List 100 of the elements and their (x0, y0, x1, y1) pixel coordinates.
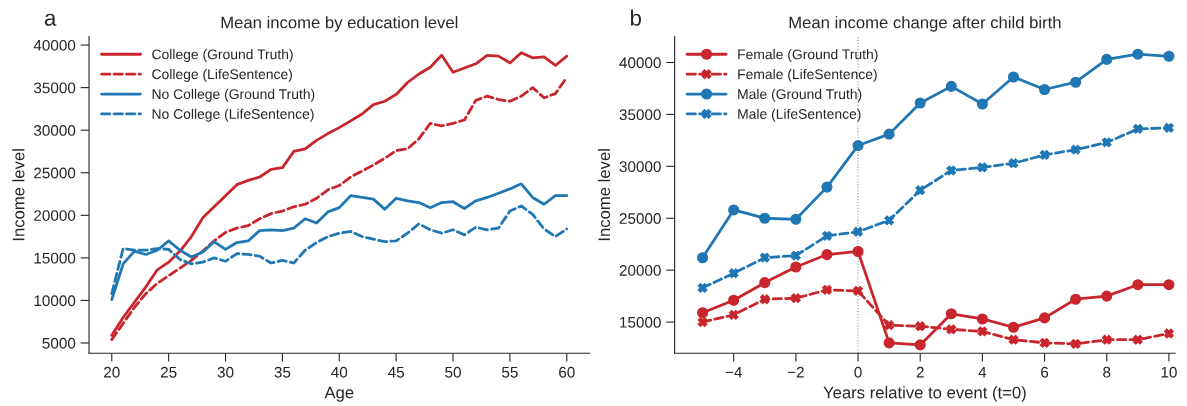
legend-label: College (Ground Truth) (152, 49, 293, 62)
x-tick-label: 30 (217, 366, 234, 378)
x-tick-label: 0 (854, 366, 862, 378)
point (821, 181, 833, 193)
y-tick-label: 35000 (619, 109, 661, 121)
x-tick-label: −4 (725, 366, 742, 378)
point (728, 268, 739, 279)
y-tick-label: 25000 (34, 167, 76, 179)
point (977, 162, 988, 173)
point (914, 339, 926, 351)
x-tick-label: 60 (559, 366, 575, 378)
point (946, 324, 957, 335)
point (821, 249, 833, 261)
x-tick-label: 45 (388, 366, 405, 378)
point (790, 213, 802, 225)
x-tick-label: −2 (787, 366, 804, 378)
x-tick-label: 25 (160, 366, 177, 378)
point (1132, 334, 1143, 345)
x-tick-label: 50 (445, 366, 461, 378)
point (1132, 279, 1144, 291)
y-tick-label: 10000 (34, 295, 76, 307)
point (945, 308, 957, 320)
point (1164, 123, 1174, 133)
x-tick-label: 8 (1103, 366, 1111, 378)
point (697, 307, 709, 319)
point (728, 294, 740, 306)
point (697, 252, 709, 264)
point (697, 317, 708, 327)
point (1132, 124, 1143, 134)
point (1039, 150, 1050, 160)
point (791, 250, 801, 261)
point (1070, 144, 1081, 155)
point (915, 185, 926, 196)
point (1132, 48, 1144, 60)
point (883, 337, 895, 349)
x-tick-label: 55 (502, 366, 518, 378)
point (822, 231, 832, 241)
point (976, 313, 988, 325)
point (822, 285, 832, 295)
legend-label: Male (LifeSentence) (738, 108, 861, 122)
point (1008, 334, 1019, 345)
y-tick-label: 15000 (620, 316, 661, 328)
point (697, 282, 708, 293)
x-tick-label: 6 (1041, 366, 1049, 378)
point (884, 215, 894, 226)
point (853, 286, 863, 296)
point (728, 204, 740, 216)
point (1039, 312, 1051, 324)
x-tick-label: 10 (1161, 366, 1177, 378)
point (759, 212, 771, 224)
y-tick-label: 25000 (619, 213, 661, 224)
point (1163, 50, 1175, 62)
x-tick-label: 35 (274, 366, 291, 378)
point (1070, 76, 1082, 88)
point (914, 97, 926, 109)
point (1070, 293, 1082, 305)
point (1101, 137, 1112, 148)
point (884, 320, 894, 331)
point (1101, 53, 1113, 65)
legend-label: No College (Ground Truth) (152, 88, 315, 102)
point (945, 80, 957, 92)
x-tick-label: 4 (978, 366, 987, 378)
point (1039, 337, 1050, 348)
point (759, 294, 770, 305)
y-tick-label: 30000 (619, 161, 661, 173)
point (852, 140, 864, 152)
point (977, 326, 988, 337)
text: a (44, 13, 57, 26)
point (1101, 290, 1113, 302)
point (946, 165, 957, 176)
x-tick-label: 40 (331, 366, 348, 378)
point (1070, 339, 1081, 349)
line-series (110, 182, 569, 301)
point (790, 261, 802, 273)
point (1007, 321, 1020, 333)
point (852, 245, 864, 258)
point (1163, 279, 1175, 291)
point (1007, 71, 1020, 83)
legend-label: Female (Ground Truth) (738, 49, 878, 62)
x-tick-label: 2 (916, 366, 924, 378)
y-tick-label: 20000 (619, 265, 661, 276)
y-tick-label: 35000 (33, 82, 76, 94)
point (791, 293, 801, 304)
legend-label: Male (Ground Truth) (738, 88, 862, 102)
point (728, 309, 739, 320)
x-axis-title: Years relative to event (t=0) (823, 386, 1026, 402)
legend-label: College (LifeSentence) (152, 68, 292, 82)
point (883, 128, 895, 140)
point (1164, 328, 1174, 339)
point (1008, 158, 1019, 169)
y-tick-label: 20000 (34, 210, 76, 221)
point (759, 277, 771, 289)
legend-label: Female (LifeSentence) (738, 68, 877, 82)
y-axis-title: Income level (597, 149, 611, 241)
point (1039, 83, 1051, 96)
y-tick-label: 40000 (619, 57, 661, 69)
chart-title: Mean income by education level (221, 16, 458, 32)
text: b (631, 9, 641, 26)
point (1101, 334, 1112, 345)
legend-label: No College (LifeSentence) (152, 108, 314, 122)
